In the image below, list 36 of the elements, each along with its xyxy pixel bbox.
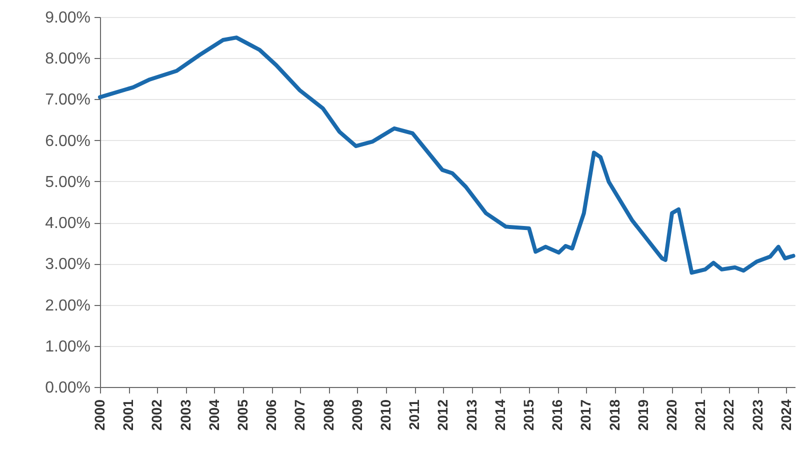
x-tick-label: 2010 — [378, 399, 394, 431]
y-tick-label: 8.00% — [45, 50, 90, 68]
x-tick-label: 2006 — [263, 399, 280, 431]
x-tick-label: 2017 — [578, 399, 594, 431]
x-tick-label: 2003 — [177, 399, 194, 431]
x-tick-label: 2021 — [692, 399, 708, 431]
x-tick-label: 2005 — [234, 399, 251, 431]
x-tick-label: 2019 — [634, 399, 651, 431]
y-tick-label: 4.00% — [45, 215, 90, 232]
x-tick-label: 2009 — [348, 399, 365, 431]
x-tick-label: 2011 — [406, 399, 422, 430]
x-tick-label: 2000 — [92, 399, 108, 431]
y-tick-label: 2.00% — [45, 297, 90, 314]
x-tick-label: 2014 — [492, 399, 508, 431]
y-tick-label: 6.00% — [45, 132, 90, 150]
x-tick-label: 2022 — [720, 399, 737, 431]
x-tick-label: 2023 — [749, 399, 766, 431]
line-series — [98, 36, 796, 275]
x-tick-label: 2008 — [320, 399, 336, 431]
y-tick-label: 7.00% — [45, 92, 90, 109]
x-tick-label: 2002 — [148, 399, 165, 431]
y-tick-label: 1.00% — [45, 338, 90, 356]
x-tick-label: 2015 — [520, 399, 537, 431]
y-tick-label: 0.00% — [45, 380, 90, 396]
x-tick-label: 2024 — [778, 399, 794, 431]
x-tick-label: 2018 — [606, 399, 622, 431]
y-tick-label: 5.00% — [45, 174, 90, 191]
x-tick-label: 2016 — [549, 399, 566, 431]
x-tick-label: 2007 — [292, 399, 308, 431]
x-tick-label: 2020 — [664, 399, 680, 431]
x-tick-label: 2001 — [120, 399, 136, 431]
y-tick-label: 3.00% — [45, 256, 90, 274]
y-tick-label: 9.00% — [45, 10, 90, 26]
x-tick-label: 2004 — [206, 399, 222, 431]
x-tick-label: 2012 — [434, 399, 451, 431]
x-tick-label: 2013 — [463, 399, 480, 431]
